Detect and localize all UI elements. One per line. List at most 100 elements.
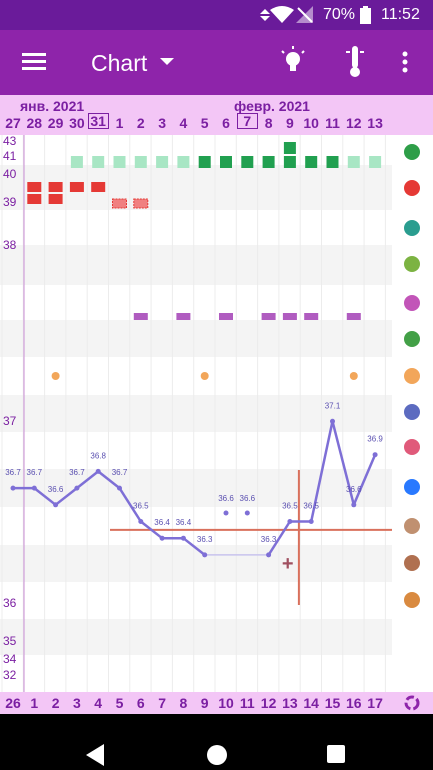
navigation-bar [0,714,433,770]
cycle-day-label: 26 [5,695,21,711]
axis-tick-label: 37 [3,414,17,428]
day-label[interactable]: 3 [158,115,166,131]
day-label[interactable]: 5 [200,115,209,131]
temperature-point [74,485,80,491]
note-icon[interactable] [404,479,420,495]
axis-tick-label: 43 [3,135,17,148]
day-label[interactable]: 31 [87,113,109,129]
axis-tick-label: 39 [3,195,17,209]
day-label[interactable]: 29 [47,115,64,131]
day-label[interactable]: 12 [346,115,362,131]
day-label[interactable]: 27 [5,115,21,131]
flower-icon[interactable] [404,144,420,160]
more-icon[interactable] [402,50,408,74]
mucus-marker [241,156,254,168]
period-marker [48,182,63,192]
temperature-point [53,502,59,508]
day-label[interactable]: 9 [285,115,294,131]
leaf-icon[interactable] [404,331,420,347]
day-label[interactable]: 28 [26,115,43,131]
mucus-marker [262,156,275,168]
grid-band [0,432,392,469]
smile-icon[interactable] [404,404,420,420]
intercourse-marker [219,313,233,320]
month-label-jan: янв. 2021 [20,98,85,114]
temperature-point [31,485,37,491]
view-title[interactable]: Chart [91,50,148,76]
dropdown-icon[interactable] [160,58,174,66]
battery-text: 70% [323,6,356,23]
day-label[interactable]: 10 [303,115,319,131]
thermometer-icon[interactable] [344,44,368,78]
cycle-day-label: 11 [239,695,255,711]
recents-icon[interactable] [327,745,347,765]
temperature-point [308,519,314,524]
menu-icon[interactable] [22,52,46,72]
app-bar: Chart [0,30,433,95]
no-signal-icon [296,6,313,23]
day-label[interactable]: 2 [136,115,145,131]
settings-flower-icon[interactable] [404,555,420,571]
temperature-segment [118,487,142,523]
cycle-day-label: 9 [200,695,209,711]
spotting-marker [133,198,149,209]
axis-tick-label: 32 [3,668,17,682]
temperature-label: 36.5 [282,502,298,511]
clock: 11:52 [381,6,420,23]
intercourse-marker [133,313,148,320]
day-label[interactable]: 7 [236,113,258,129]
day-label[interactable]: 4 [179,115,188,131]
day-label[interactable]: 8 [264,115,273,131]
day-label[interactable]: 11 [325,115,340,131]
temperature-label: 36.8 [90,451,106,460]
ovulation-test-icon[interactable] [404,518,420,534]
splash-icon[interactable] [404,220,420,236]
mucus-marker [283,156,296,168]
mood-icon[interactable] [404,592,420,608]
temperature-label: 36.7 [69,468,85,477]
grid-band [0,245,392,285]
temperature-label: 36.5 [133,502,149,511]
temperature-segment [267,520,291,556]
cervix-icon[interactable] [404,256,420,272]
ovulation-cross: + [282,553,294,575]
heart-icon[interactable] [404,295,420,311]
day-label[interactable]: 6 [222,115,230,131]
cycle-day-label: 2 [51,695,60,711]
axis-tick-label: 38 [3,238,17,252]
grid-band [0,545,392,582]
mucus-marker [92,156,105,168]
back-icon[interactable] [86,744,106,766]
status-bar: 70% 11:52 [0,0,433,30]
temperature-point [180,535,186,541]
temperature-segment [352,454,377,506]
pill-marker [51,372,60,380]
grid-band [0,320,392,357]
period-marker [91,182,106,192]
temperature-point [202,552,208,558]
period-marker [27,182,42,192]
day-label[interactable]: 1 [115,115,124,131]
drop-icon[interactable] [404,180,420,196]
pain-icon[interactable] [404,439,420,455]
cycle-day-label: 17 [367,695,383,711]
home-icon[interactable] [206,744,228,766]
cycle-day-label: 1 [30,695,39,711]
temperature-segment [309,421,334,522]
temperature-segment [140,520,163,540]
pill-marker [200,372,209,380]
temperature-segment [182,537,206,556]
day-label[interactable]: 30 [69,115,85,131]
temperature-label: 36.7 [27,468,43,477]
temperature-point [287,519,293,524]
grid-band [0,165,392,210]
lightbulb-icon[interactable] [280,46,306,76]
temperature-point [95,468,101,474]
temperature-label: 36.4 [154,518,170,527]
pill-icon[interactable] [404,368,420,384]
cycle-day-label: 3 [72,695,81,711]
day-label[interactable]: 13 [367,115,383,131]
cycle-icon[interactable] [403,694,421,712]
temperature-point [10,485,16,491]
